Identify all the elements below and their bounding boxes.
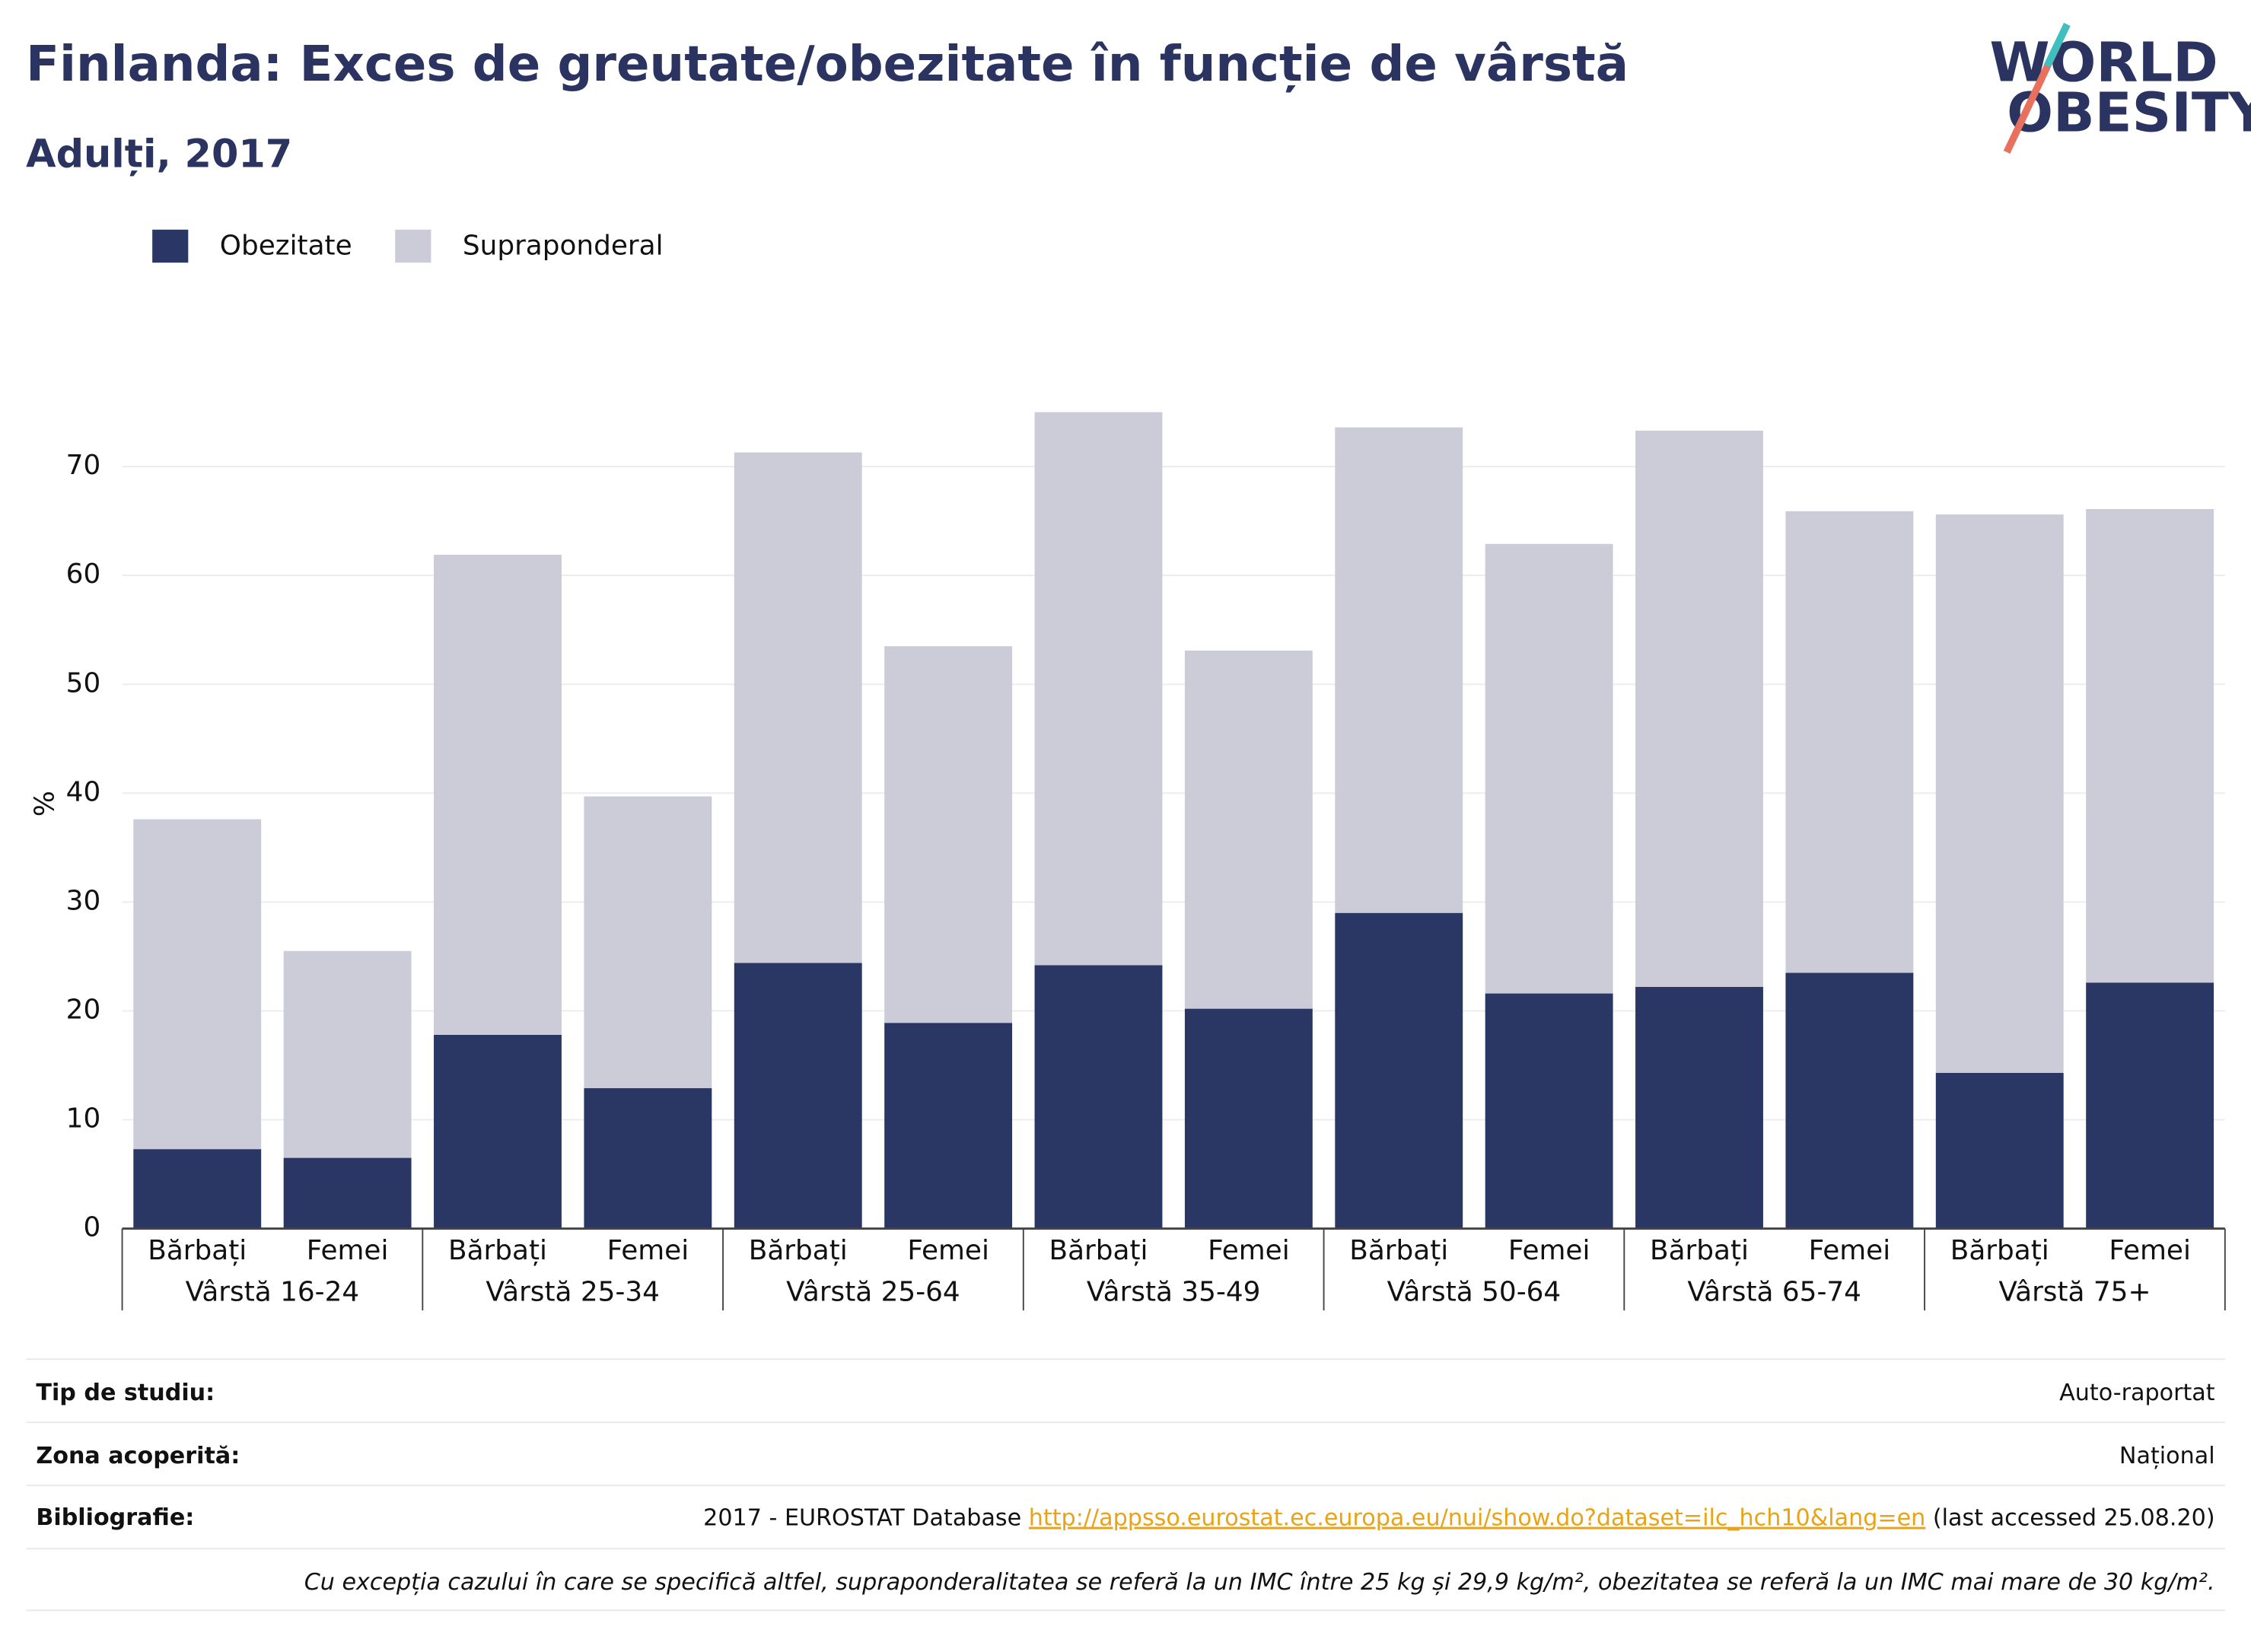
footer-label: Tip de studiu: [36,1380,215,1406]
bar-segment [1184,650,1313,1009]
bar-segment [133,1149,262,1229]
logo-slash [2043,23,2071,68]
x-group-label: Vârstă 25-64 [786,1276,960,1307]
bar-segment [734,452,862,963]
y-tick-label: 50 [66,667,101,699]
bar-segment [1635,430,1763,987]
x-tick-label: Femei [1208,1235,1290,1266]
footer-label: Bibliografie: [36,1504,194,1531]
bar-segment [434,555,562,1035]
footer-value: Auto-raportat [2059,1380,2215,1406]
y-tick-label: 30 [66,885,101,916]
x-tick-label: Bărbați [448,1235,547,1266]
x-tick-label: Femei [2109,1235,2191,1266]
bar-segment [1935,514,2064,1074]
bar-segment [1485,993,1613,1229]
x-tick-label: Bărbați [1650,1235,1749,1266]
bar-segment [1034,965,1163,1229]
bar-segment [283,1157,412,1229]
footer-label: Zona acoperită: [36,1443,240,1469]
bar-segment [2086,508,2214,983]
bar-segment [1184,1008,1313,1229]
x-group-label: Vârstă 75+ [1998,1276,2151,1307]
bar-segment [584,796,712,1089]
x-group-label: Vârstă 35-49 [1087,1276,1261,1307]
footer-value: Național [2119,1443,2215,1469]
footer: Tip de studiu: Auto-raportat Zona acoper… [26,1358,2225,1612]
bar-segment [1785,511,1914,973]
bar-segment [1335,427,1463,913]
y-tick-label: 70 [66,450,101,481]
x-group-label: Vârstă 16-24 [186,1276,360,1307]
bar-segment [884,1023,1013,1229]
bar-segment [1785,972,1914,1229]
x-tick-label: Bărbați [1349,1235,1448,1266]
x-tick-label: Femei [1809,1235,1891,1266]
footnote: Cu excepția cazului în care se specifică… [304,1569,2215,1596]
x-tick-label: Bărbați [1950,1235,2049,1266]
legend-label: Supraponderal [463,230,664,261]
legend-swatch [395,229,431,263]
x-tick-label: Bărbați [148,1235,247,1266]
x-group-label: Vârstă 65-74 [1687,1276,1861,1307]
x-tick-label: Bărbați [1049,1235,1148,1266]
bibliography: 2017 - EUROSTAT Database http://appsso.e… [703,1504,2214,1531]
logo-text: OBESITY [2007,80,2251,144]
bar-segment [283,950,412,1158]
bar-segment [2086,982,2214,1229]
bar-segment [1635,986,1763,1229]
logo-text: WORLD [1989,30,2218,94]
x-tick-label: Bărbați [749,1235,848,1266]
bibliography-text: 2017 - EUROSTAT Database [703,1504,1021,1531]
bar-segment [584,1088,712,1229]
bar-segment [1485,543,1613,994]
y-tick-label: 10 [66,1103,101,1135]
legend-label: Obezitate [220,230,352,261]
bar-segment [734,963,862,1229]
bar-segment [1935,1073,2064,1229]
bar-segment [1034,412,1163,966]
bar-segment [434,1034,562,1229]
y-tick-label: 0 [83,1212,100,1243]
x-tick-label: Femei [307,1235,389,1266]
legend-swatch [152,229,189,263]
y-axis-label: % [30,791,61,816]
bar-segment [1335,912,1463,1229]
y-tick-label: 20 [66,994,101,1025]
chart-subtitle: Adulți, 2017 [26,132,292,177]
x-tick-label: Femei [1508,1235,1590,1266]
bibliography-suffix: (last accessed 25.08.20) [1933,1504,2215,1531]
x-tick-label: Femei [607,1235,689,1266]
y-tick-label: 60 [66,559,101,590]
x-group-label: Vârstă 25-34 [486,1276,660,1307]
bibliography-link[interactable]: http://appsso.eurostat.ec.europa.eu/nui/… [1029,1504,1926,1531]
bar-segment [884,646,1013,1023]
bar-segment [133,819,262,1150]
x-group-label: Vârstă 50-64 [1387,1276,1562,1307]
chart-title: Finlanda: Exces de greutate/obezitate în… [26,36,1629,93]
x-tick-label: Femei [907,1235,989,1266]
y-tick-label: 40 [66,776,101,807]
